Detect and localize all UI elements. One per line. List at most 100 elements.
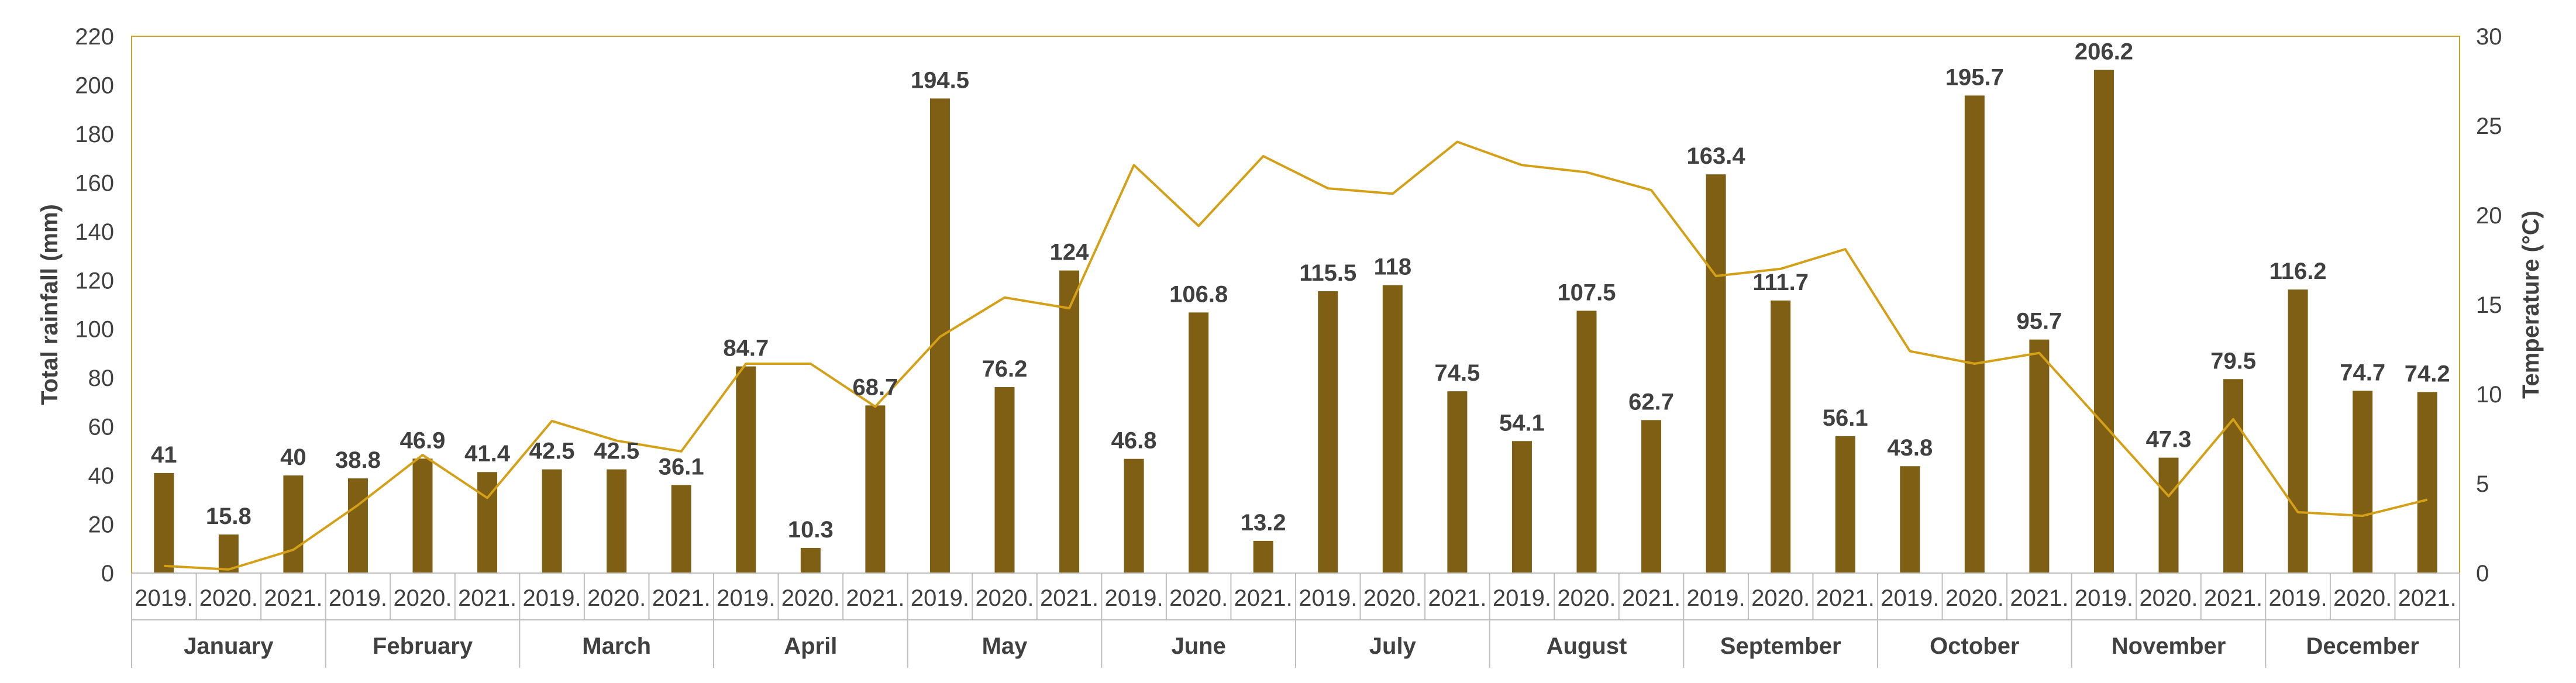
rainfall-bar bbox=[154, 472, 174, 573]
right-tick-label: 25 bbox=[2476, 113, 2502, 139]
left-tick-label: 20 bbox=[88, 512, 115, 538]
year-tick-label: 2021. bbox=[458, 585, 516, 611]
month-label: March bbox=[582, 633, 651, 659]
rainfall-data-label: 124 bbox=[1050, 240, 1089, 265]
rainfall-bar bbox=[671, 485, 691, 573]
rainfall-data-label: 42.5 bbox=[594, 439, 639, 464]
rainfall-bar bbox=[607, 469, 627, 573]
left-tick-label: 180 bbox=[75, 122, 114, 147]
rainfall-bar bbox=[800, 548, 821, 573]
year-tick-label: 2020. bbox=[1945, 585, 2004, 611]
year-tick-label: 2021. bbox=[2010, 585, 2068, 611]
right-tick-label: 5 bbox=[2476, 471, 2489, 497]
rainfall-data-label: 107.5 bbox=[1557, 280, 1616, 305]
rainfall-data-label: 36.1 bbox=[659, 454, 704, 480]
left-tick-label: 220 bbox=[75, 24, 114, 50]
rainfall-data-label: 84.7 bbox=[723, 336, 769, 361]
year-tick-label: 2021. bbox=[1040, 585, 1098, 611]
rainfall-data-label: 42.5 bbox=[529, 439, 575, 464]
rainfall-data-label: 68.7 bbox=[852, 374, 898, 400]
year-tick-label: 2021. bbox=[846, 585, 904, 611]
left-tick-label: 160 bbox=[75, 170, 114, 196]
right-tick-label: 10 bbox=[2476, 382, 2502, 408]
rainfall-bar bbox=[542, 469, 562, 573]
rainfall-data-label: 46.9 bbox=[400, 427, 446, 453]
rainfall-data-label: 74.7 bbox=[2340, 360, 2385, 385]
left-tick-label: 100 bbox=[75, 317, 114, 343]
rainfall-data-label: 38.8 bbox=[335, 447, 381, 473]
rainfall-data-label: 111.7 bbox=[1752, 270, 1809, 295]
rainfall-bar bbox=[994, 387, 1015, 573]
rainfall-bar bbox=[347, 478, 368, 573]
rainfall-bar bbox=[1447, 391, 1468, 573]
rainfall-bar bbox=[1124, 458, 1144, 573]
rainfall-bar bbox=[2288, 289, 2308, 573]
rainfall-data-label: 106.8 bbox=[1169, 281, 1228, 307]
rainfall-data-label: 194.5 bbox=[911, 67, 969, 93]
rainfall-data-label: 115.5 bbox=[1299, 260, 1356, 286]
year-tick-label: 2021. bbox=[652, 585, 711, 611]
year-tick-label: 2020. bbox=[975, 585, 1034, 611]
year-tick-label: 2019. bbox=[329, 585, 387, 611]
year-tick-label: 2020. bbox=[2333, 585, 2392, 611]
rainfall-data-label: 62.7 bbox=[1628, 389, 1674, 415]
rainfall-bar bbox=[1318, 291, 1338, 573]
rainfall-data-label: 118 bbox=[1374, 254, 1412, 280]
rainfall-bar bbox=[2223, 379, 2244, 573]
rainfall-bar bbox=[736, 366, 756, 573]
year-tick-label: 2019. bbox=[2075, 585, 2133, 611]
year-tick-label: 2021. bbox=[2398, 585, 2457, 611]
year-tick-label: 2020. bbox=[1751, 585, 1810, 611]
left-tick-label: 200 bbox=[75, 73, 114, 98]
right-tick-label: 15 bbox=[2476, 292, 2502, 318]
rainfall-data-label: 206.2 bbox=[2075, 39, 2133, 65]
year-tick-label: 2019. bbox=[1105, 585, 1163, 611]
rainfall-bar bbox=[1771, 300, 1791, 573]
month-label: July bbox=[1369, 633, 1417, 659]
month-label: November bbox=[2112, 633, 2226, 659]
rainfall-data-label: 43.8 bbox=[1887, 435, 1933, 461]
rainfall-data-label: 76.2 bbox=[982, 356, 1028, 382]
year-tick-label: 2020. bbox=[393, 585, 452, 611]
year-tick-label: 2020. bbox=[2139, 585, 2198, 611]
rainfall-bar bbox=[412, 458, 433, 573]
year-tick-label: 2019. bbox=[523, 585, 581, 611]
rainfall-bars bbox=[154, 70, 2437, 574]
rainfall-data-label: 54.1 bbox=[1499, 410, 1545, 436]
year-tick-label: 2020. bbox=[199, 585, 258, 611]
rainfall-data-label: 95.7 bbox=[2016, 309, 2062, 334]
rainfall-bar bbox=[1576, 311, 1597, 573]
rainfall-bar bbox=[1835, 436, 1855, 573]
temperature-line bbox=[164, 140, 2428, 571]
year-tick-label: 2021. bbox=[2204, 585, 2262, 611]
rainfall-bar bbox=[2417, 392, 2437, 573]
category-axis: 2019. 2020. 2021. 2019. 2020. 2021. 2019. 2020.… bbox=[131, 572, 2460, 668]
rainfall-bar bbox=[1189, 312, 1209, 573]
year-tick-label: 2020. bbox=[587, 585, 646, 611]
month-label: January bbox=[184, 633, 274, 659]
year-tick-label: 2020. bbox=[1169, 585, 1228, 611]
rainfall-data-label: 13.2 bbox=[1241, 510, 1286, 536]
rainfall-bar bbox=[2158, 457, 2179, 573]
year-tick-label: 2021. bbox=[1622, 585, 1680, 611]
left-tick-label: 120 bbox=[75, 268, 114, 294]
year-tick-label: 2021. bbox=[1816, 585, 1875, 611]
year-tick-label: 2019. bbox=[717, 585, 775, 611]
rainfall-data-label: 47.3 bbox=[2146, 427, 2192, 453]
rainfall-data-label: 40 bbox=[280, 444, 306, 470]
month-label: May bbox=[982, 633, 1028, 659]
rainfall-data-label: 15.8 bbox=[206, 503, 252, 529]
rainfall-bar bbox=[2093, 70, 2114, 574]
year-tick-label: 2019. bbox=[911, 585, 969, 611]
year-tick-label: 2021. bbox=[264, 585, 322, 611]
year-tick-label: 2019. bbox=[1299, 585, 1357, 611]
rainfall-data-label: 79.5 bbox=[2210, 348, 2256, 374]
month-label: December bbox=[2306, 633, 2419, 659]
left-y-axis: 0 20 40 60 80 100 120 140 160 180 200 220 bbox=[75, 24, 114, 587]
rainfall-data-label: 41 bbox=[151, 442, 177, 468]
month-label: February bbox=[373, 633, 473, 659]
left-axis-title: Total rainfall (mm) bbox=[37, 204, 63, 405]
month-label: August bbox=[1547, 633, 1627, 659]
rainfall-bar bbox=[1382, 285, 1403, 573]
